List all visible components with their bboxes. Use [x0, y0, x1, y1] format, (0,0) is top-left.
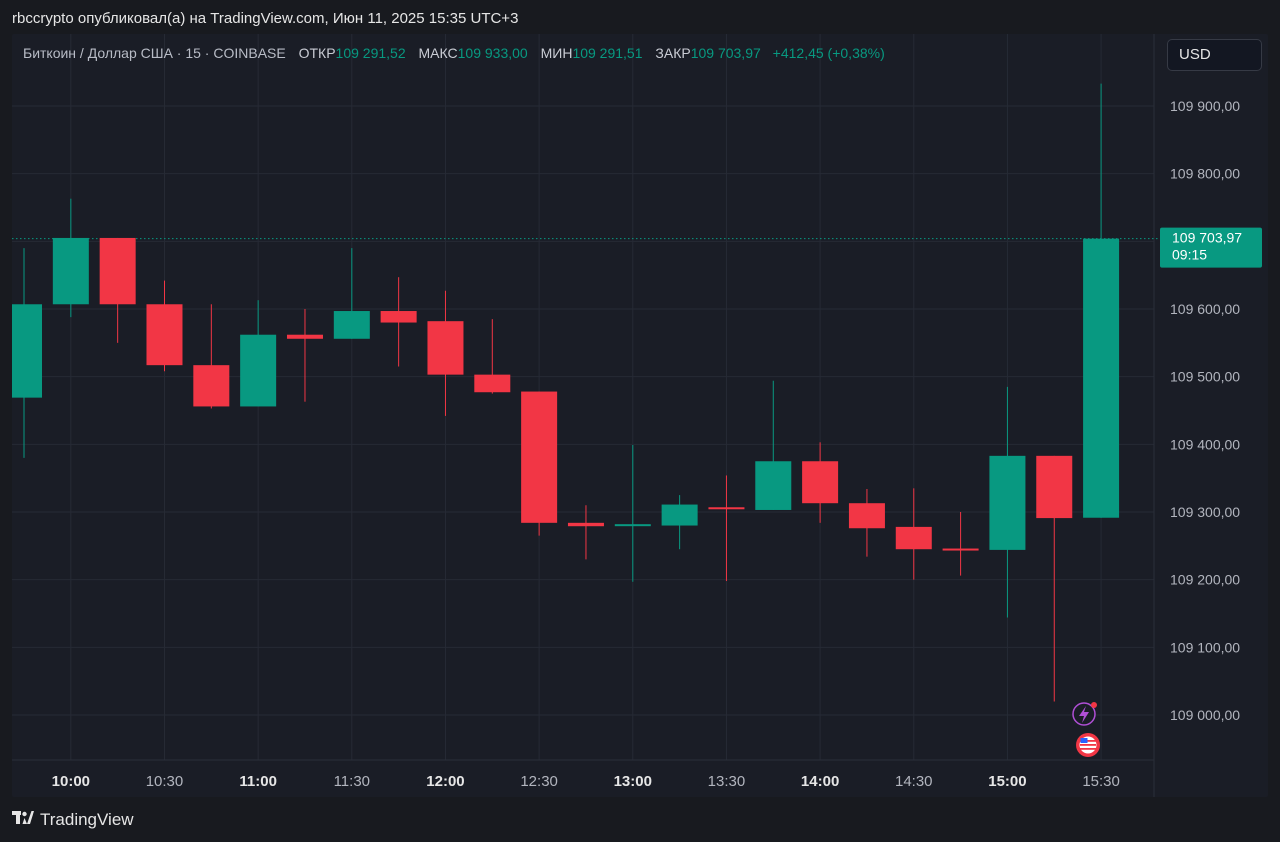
candle-body[interactable] — [333, 311, 370, 339]
y-tick-label: 109 600,00 — [1170, 301, 1240, 317]
x-tick-label: 12:00 — [426, 773, 464, 790]
high-label: МАКС — [418, 45, 458, 61]
candle-body[interactable] — [474, 374, 511, 393]
candle-body[interactable] — [427, 321, 464, 375]
price-badge-value: 109 703,97 — [1172, 230, 1242, 246]
x-tick-label: 10:00 — [52, 773, 90, 790]
y-tick-label: 109 400,00 — [1170, 436, 1240, 452]
us-flag-stripe — [1080, 748, 1096, 750]
candle-body[interactable] — [240, 334, 277, 407]
candle-body[interactable] — [99, 237, 136, 305]
candle-body[interactable] — [12, 304, 42, 398]
close-label: ЗАКР — [655, 45, 691, 61]
candle-body[interactable] — [755, 461, 792, 510]
ohlc-legend: Биткоин / Доллар США · 15 · COINBASE ОТК… — [23, 45, 885, 61]
candle-body[interactable] — [895, 526, 932, 550]
candle-body[interactable] — [146, 304, 183, 366]
currency-button[interactable]: USD — [1167, 39, 1262, 71]
publisher-line: rbccrypto опубликовал(а) на TradingView.… — [12, 10, 519, 27]
candle-body[interactable] — [1036, 455, 1073, 519]
candle-body[interactable] — [52, 237, 89, 305]
y-tick-label: 109 100,00 — [1170, 639, 1240, 655]
candle-body[interactable] — [942, 548, 979, 551]
candle-body[interactable] — [286, 334, 323, 339]
x-tick-label: 13:30 — [708, 773, 746, 790]
candle-body[interactable] — [193, 365, 230, 407]
us-flag-stripe — [1080, 740, 1096, 742]
footer-brand[interactable]: TradingView — [12, 810, 134, 830]
candle-body[interactable] — [848, 503, 885, 529]
close-value: 109 703,97 — [690, 45, 761, 61]
price-badge — [1160, 227, 1262, 268]
x-tick-label: 11:00 — [239, 773, 277, 790]
notification-dot — [1091, 702, 1097, 708]
footer-brand-text: TradingView — [40, 810, 134, 829]
lightning-bolt — [1079, 706, 1089, 723]
high-value: 109 933,00 — [457, 45, 528, 61]
low-label: МИН — [540, 45, 573, 61]
candle-body[interactable] — [567, 522, 604, 527]
candle-body[interactable] — [380, 311, 417, 323]
change-value: +412,45 (+0,38%) — [772, 45, 885, 61]
y-tick-label: 109 800,00 — [1170, 166, 1240, 182]
candle-body[interactable] — [614, 524, 651, 527]
x-tick-label: 14:00 — [801, 773, 839, 790]
x-tick-label: 15:00 — [988, 773, 1026, 790]
candle-body[interactable] — [661, 504, 698, 526]
candle-body[interactable] — [708, 507, 745, 510]
x-tick-label: 14:30 — [895, 773, 933, 790]
x-tick-label: 10:30 — [146, 773, 184, 790]
candle-body[interactable] — [802, 461, 839, 504]
y-tick-label: 109 300,00 — [1170, 504, 1240, 520]
x-tick-label: 13:00 — [614, 773, 652, 790]
y-tick-label: 109 500,00 — [1170, 369, 1240, 385]
x-tick-label: 12:30 — [520, 773, 558, 790]
x-tick-label: 15:30 — [1082, 773, 1120, 790]
y-tick-label: 109 900,00 — [1170, 98, 1240, 114]
low-value: 109 291,51 — [572, 45, 643, 61]
tradingview-logo-icon — [12, 810, 34, 830]
y-tick-label: 109 000,00 — [1170, 707, 1240, 723]
symbol-title[interactable]: Биткоин / Доллар США · 15 · COINBASE — [23, 45, 286, 61]
price-badge-countdown: 09:15 — [1172, 247, 1207, 263]
candlestick-chart[interactable]: 109 000,00 109 100,00 109 200,00 109 300,00… — [12, 34, 1268, 797]
us-flag-stripe — [1080, 744, 1096, 746]
y-tick-label: 109 200,00 — [1170, 572, 1240, 588]
open-label: ОТКР — [298, 45, 336, 61]
open-value: 109 291,52 — [335, 45, 406, 61]
chart-panel[interactable]: 109 000,00 109 100,00 109 200,00 109 300,00… — [12, 34, 1268, 797]
x-tick-label: 11:30 — [334, 773, 370, 790]
candle-body[interactable] — [1083, 238, 1120, 518]
us-flag-canton — [1080, 738, 1088, 743]
candle-body[interactable] — [989, 455, 1026, 550]
candle-body[interactable] — [521, 391, 558, 523]
